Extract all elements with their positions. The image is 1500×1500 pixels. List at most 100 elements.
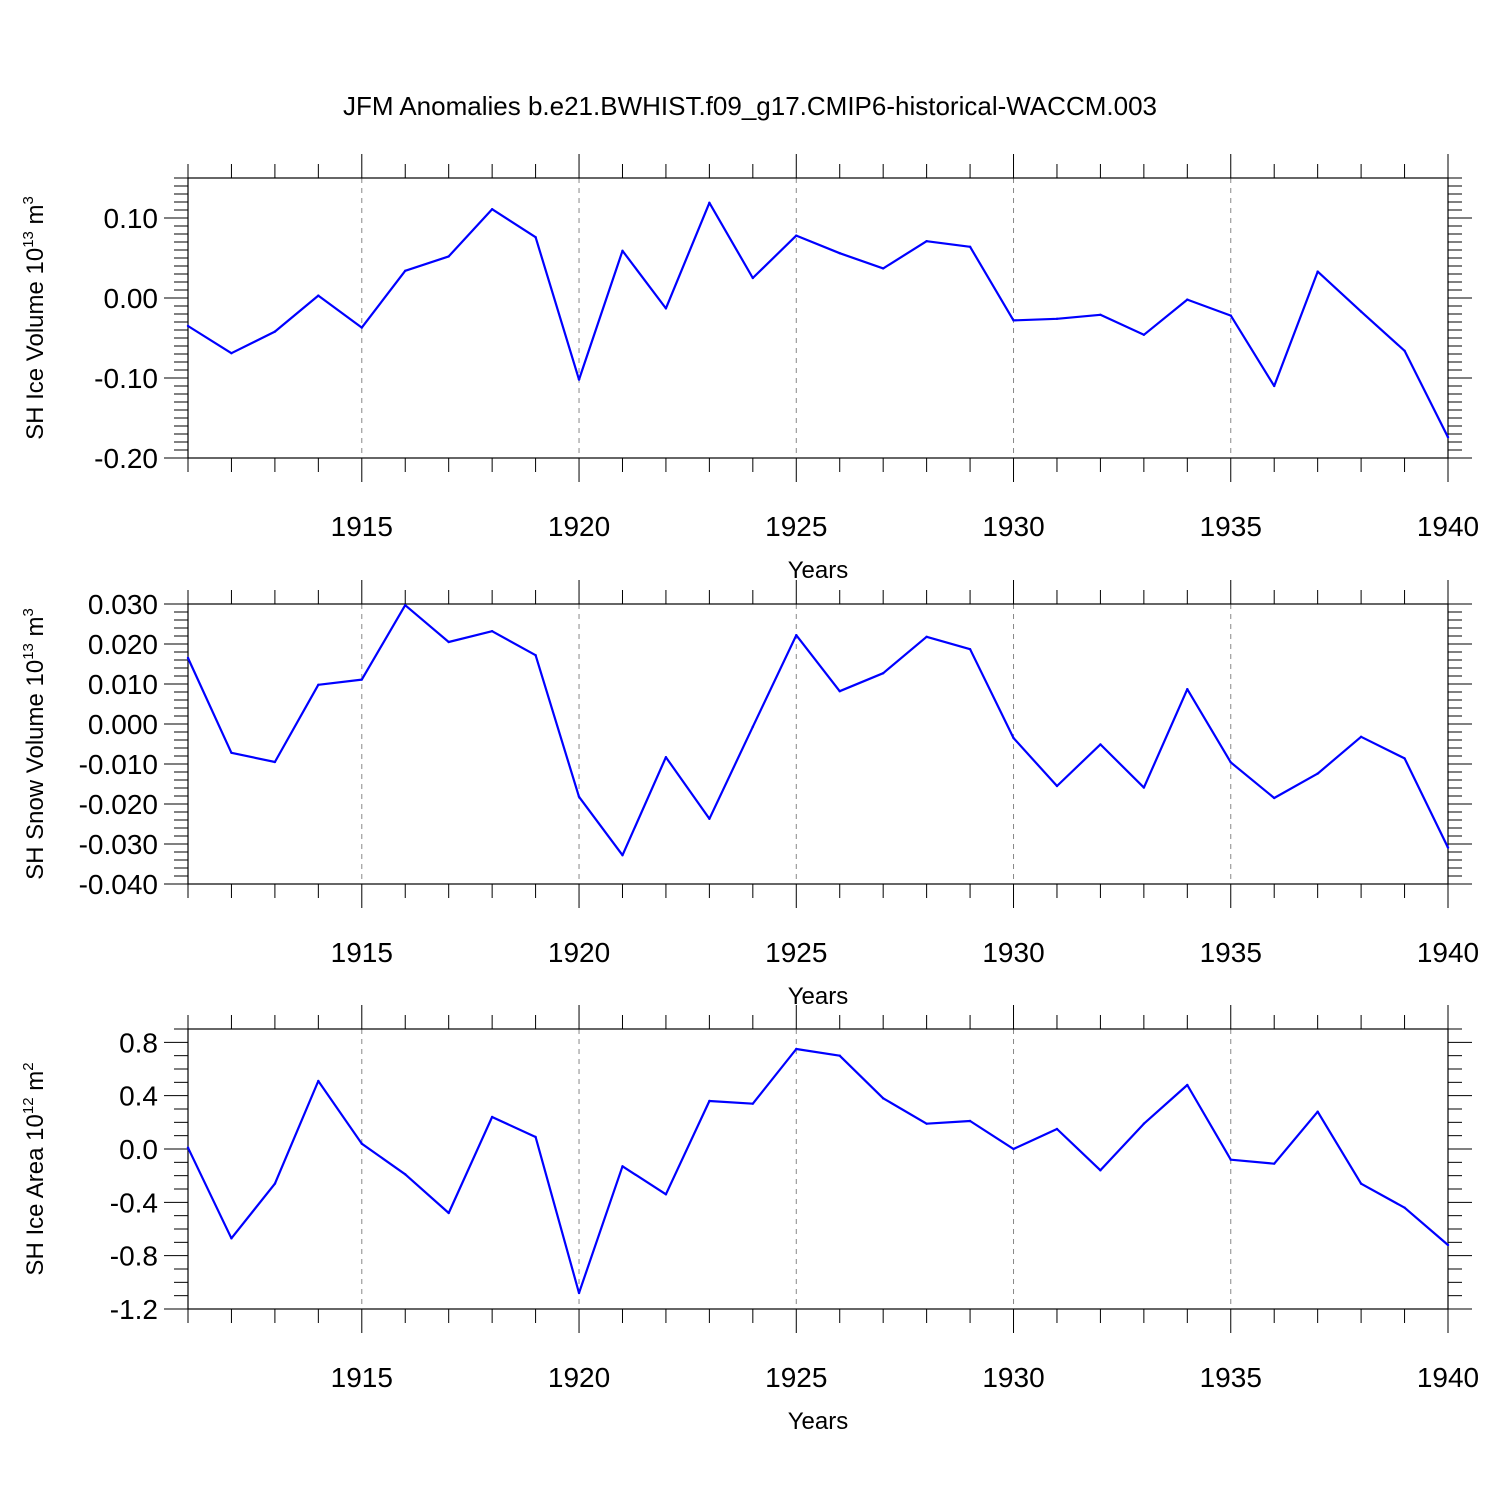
y-tick-label: -0.010 bbox=[79, 749, 158, 780]
data-point bbox=[708, 817, 711, 820]
x-tick-label: 1915 bbox=[331, 1362, 393, 1393]
data-point bbox=[447, 255, 450, 258]
data-point bbox=[1359, 310, 1363, 313]
data-point bbox=[1142, 786, 1146, 789]
y-tick-label: 0.030 bbox=[88, 589, 158, 620]
data-point bbox=[1403, 1206, 1406, 1209]
data-point bbox=[1142, 333, 1146, 336]
data-point bbox=[795, 234, 798, 237]
x-tick-label: 1940 bbox=[1417, 511, 1479, 542]
y-tick-label: 0.10 bbox=[104, 203, 159, 234]
y-tick-label: 0.010 bbox=[88, 669, 158, 700]
data-point bbox=[838, 252, 841, 255]
panel-ice-volume: -0.20 -0.10 0.00 0.10 1915 1920 1925 1930 1935 19… bbox=[20, 154, 1479, 584]
data-point bbox=[1012, 1147, 1015, 1151]
y-tick-label: 0.0 bbox=[119, 1134, 158, 1165]
data-point bbox=[1359, 1182, 1363, 1185]
data-point bbox=[317, 1079, 320, 1083]
data-point bbox=[360, 1142, 363, 1145]
x-tick-label: 1925 bbox=[765, 1362, 827, 1393]
data-point bbox=[404, 1173, 407, 1176]
data-point bbox=[968, 1119, 972, 1123]
x-tick-label: 1925 bbox=[765, 937, 827, 968]
x-tick-label: 1930 bbox=[982, 511, 1044, 542]
x-tick-label: 1925 bbox=[765, 511, 827, 542]
x-tick-label: 1920 bbox=[548, 1362, 610, 1393]
data-point bbox=[838, 690, 841, 693]
data-point bbox=[1273, 384, 1276, 388]
data-point bbox=[577, 378, 581, 381]
data-point bbox=[1012, 319, 1015, 322]
x-tick-label: 1940 bbox=[1417, 937, 1479, 968]
series-line-ice-area bbox=[187, 1047, 1449, 1295]
data-point bbox=[925, 635, 928, 638]
data-point bbox=[708, 1099, 711, 1103]
data-point bbox=[1273, 1162, 1276, 1165]
y-tick-label: -0.030 bbox=[79, 829, 158, 860]
data-point bbox=[925, 1122, 928, 1125]
data-point bbox=[1273, 796, 1276, 800]
x-tick-label: 1915 bbox=[331, 511, 393, 542]
y-tick-label: -0.020 bbox=[79, 789, 158, 820]
y-tick-label: 0.00 bbox=[104, 283, 159, 314]
x-tick-label: 1935 bbox=[1200, 1362, 1262, 1393]
data-point bbox=[751, 725, 755, 728]
y-tick-label: 0.4 bbox=[119, 1081, 158, 1112]
data-point bbox=[621, 854, 624, 857]
y-axis-label: SH Snow Volume 1013 m3 bbox=[20, 608, 49, 880]
data-point bbox=[664, 307, 668, 310]
data-point bbox=[490, 1115, 494, 1119]
data-point bbox=[1446, 846, 1450, 849]
data-point bbox=[186, 324, 190, 328]
series-line-snow-volume bbox=[186, 604, 1449, 857]
x-tick-label: 1940 bbox=[1417, 1362, 1479, 1393]
y-tick-label: -1.2 bbox=[110, 1294, 158, 1325]
data-point bbox=[1186, 1083, 1189, 1087]
data-point bbox=[751, 1102, 755, 1105]
y-tick-label: 0.020 bbox=[88, 629, 158, 660]
x-axis-label: Years bbox=[788, 1408, 849, 1435]
panel-snow-volume: -0.040 -0.030 -0.020 -0.010 0.000 0.010 0.020 0… bbox=[20, 580, 1479, 1010]
y-axis-label: SH Ice Volume 1013 m3 bbox=[20, 196, 49, 440]
x-axis-label: Years bbox=[788, 557, 849, 584]
x-tick-label: 1920 bbox=[548, 937, 610, 968]
x-tick-label: 1920 bbox=[548, 511, 610, 542]
data-point bbox=[404, 604, 407, 607]
data-point bbox=[1099, 1169, 1102, 1172]
data-point bbox=[230, 352, 233, 355]
data-point bbox=[1446, 1243, 1450, 1247]
data-point bbox=[1012, 736, 1015, 740]
data-point bbox=[1229, 761, 1232, 764]
data-point bbox=[1055, 1127, 1059, 1131]
data-point bbox=[881, 267, 885, 270]
data-point bbox=[360, 326, 363, 329]
x-tick-label: 1935 bbox=[1200, 511, 1262, 542]
plot-frame bbox=[187, 1028, 1449, 1310]
y-tick-label: -0.8 bbox=[110, 1241, 158, 1272]
y-axis-label: SH Ice Area 1012 m2 bbox=[20, 1062, 49, 1275]
data-point bbox=[360, 678, 363, 681]
data-point bbox=[925, 240, 928, 243]
data-point bbox=[273, 1182, 277, 1185]
data-point bbox=[230, 1237, 233, 1240]
data-point bbox=[751, 276, 755, 280]
data-point bbox=[1055, 784, 1059, 788]
data-point bbox=[1099, 313, 1102, 316]
series-line-ice-volume bbox=[187, 201, 1449, 438]
y-tick-label: 0.000 bbox=[88, 709, 158, 740]
data-point bbox=[1186, 688, 1189, 691]
x-tick-label: 1915 bbox=[331, 937, 393, 968]
y-tick-label: -0.4 bbox=[110, 1187, 158, 1218]
data-point bbox=[621, 1165, 624, 1168]
data-point bbox=[1055, 317, 1059, 320]
data-point bbox=[1142, 1122, 1146, 1125]
data-point bbox=[795, 1047, 798, 1051]
data-point bbox=[186, 656, 190, 660]
data-point bbox=[1359, 735, 1363, 738]
data-point bbox=[273, 330, 277, 333]
panel-ice-area: -1.2 -0.8 -0.4 0.0 0.4 0.8 1915 1920 1925 1930 193… bbox=[20, 1005, 1479, 1435]
data-point bbox=[534, 236, 537, 239]
data-point bbox=[1099, 743, 1102, 746]
data-point bbox=[795, 634, 798, 637]
